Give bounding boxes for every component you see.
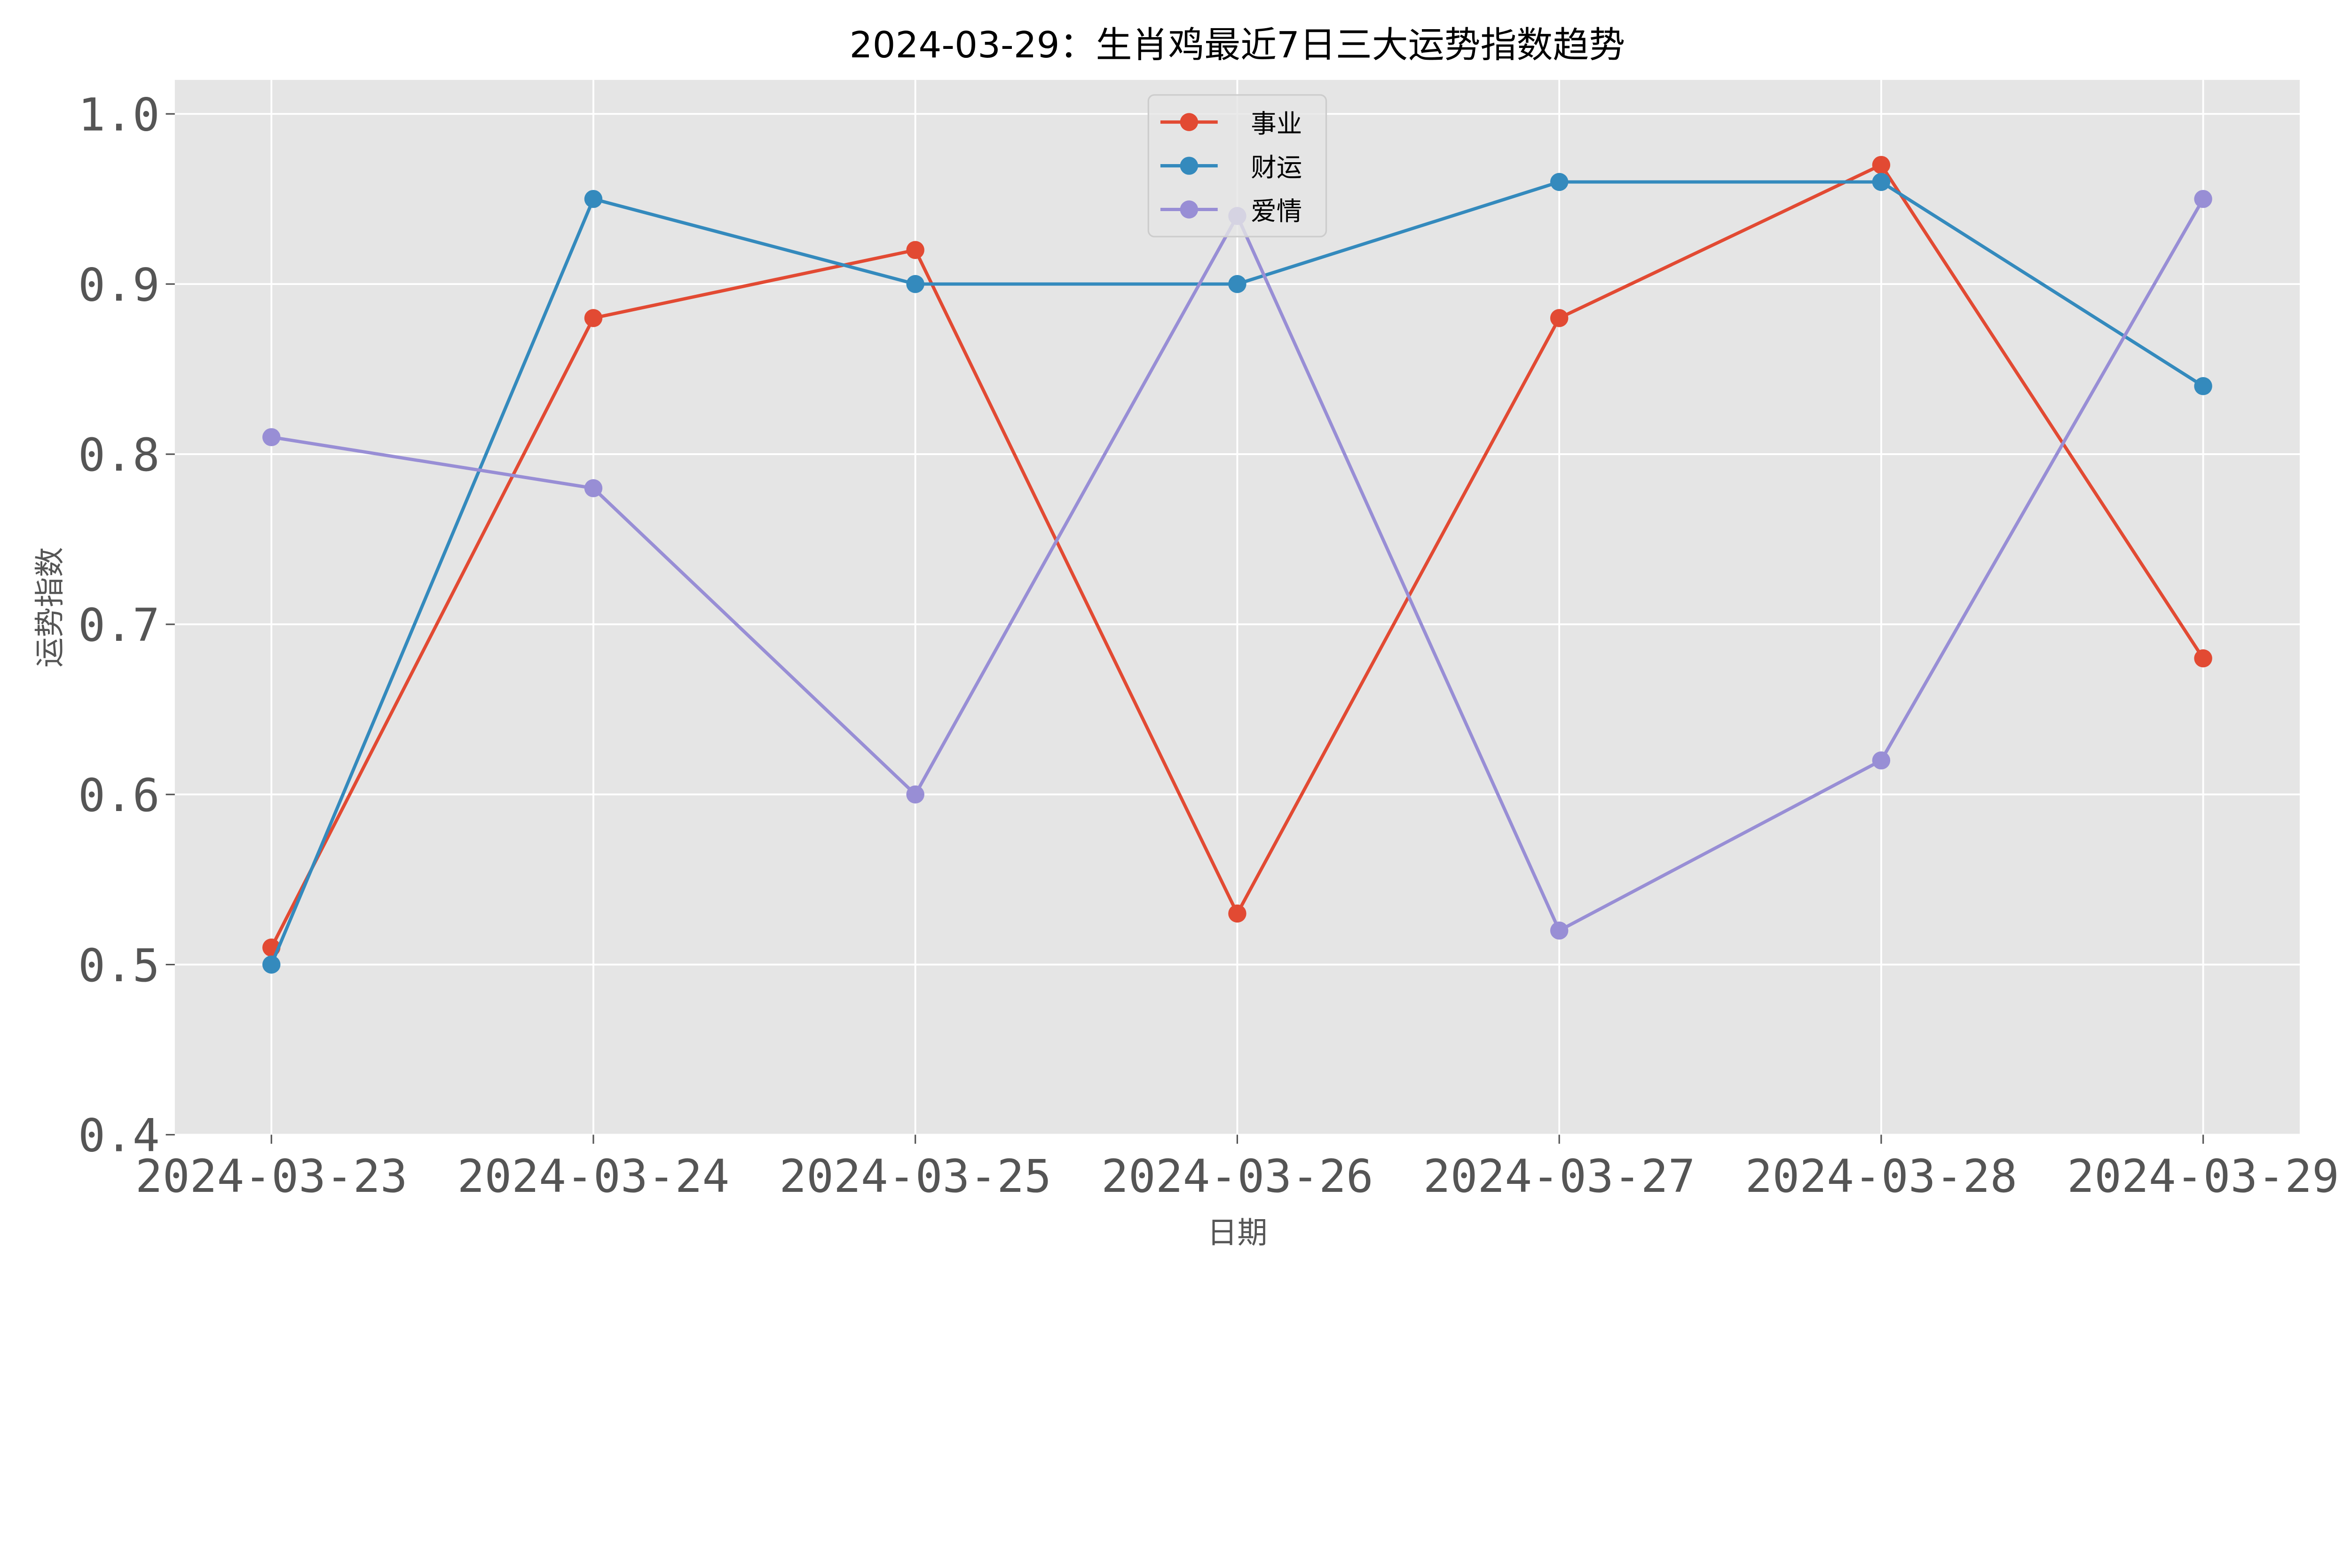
legend-frame — [1147, 94, 1327, 237]
x-tick-label: 2024-03-29 — [2067, 1150, 2339, 1203]
data-point-爱情 — [584, 479, 603, 497]
chart-title: 2024-03-29：生肖鸡最近7日三大运势指数趋势 — [850, 24, 1625, 66]
data-point-事业 — [1228, 904, 1247, 923]
y-tick-label: 0.7 — [78, 599, 160, 652]
legend-marker-事业 — [1180, 113, 1199, 131]
line-chart: 0.4 0.5 0.6 0.7 0.8 0.9 1.0 2024-03-23 2024-03-2… — [33, 24, 2339, 1251]
x-tick-label: 2024-03-24 — [458, 1150, 730, 1203]
data-point-财运 — [1228, 275, 1247, 293]
y-tick-label: 0.8 — [78, 429, 160, 481]
data-point-爱情 — [1550, 921, 1569, 940]
data-point-财运 — [2194, 377, 2212, 395]
ticks: 0.4 0.5 0.6 0.7 0.8 0.9 1.0 2024-03-23 2024-03-2… — [78, 89, 2339, 1203]
x-axis-label: 日期 — [1207, 1216, 1267, 1251]
x-tick-label: 2024-03-25 — [779, 1150, 1051, 1203]
legend-marker-爱情 — [1180, 200, 1199, 219]
data-point-事业 — [2194, 649, 2212, 668]
y-tick-label: 0.5 — [78, 939, 160, 992]
x-tick-label: 2024-03-23 — [135, 1150, 408, 1203]
data-point-事业 — [584, 309, 603, 327]
data-point-财运 — [1872, 173, 1891, 191]
legend-label: 财运 — [1251, 152, 1302, 182]
data-point-爱情 — [2194, 189, 2212, 208]
x-tick-label: 2024-03-27 — [1423, 1150, 1696, 1203]
y-tick-label: 0.4 — [78, 1110, 160, 1162]
x-tick-label: 2024-03-28 — [1745, 1150, 2017, 1203]
data-point-爱情 — [262, 428, 281, 447]
y-axis-label: 运势指数 — [33, 547, 68, 667]
legend-label: 爱情 — [1251, 196, 1302, 226]
data-point-财运 — [906, 275, 924, 293]
data-point-事业 — [906, 241, 924, 259]
y-tick-label: 1.0 — [78, 89, 160, 142]
legend-marker-财运 — [1180, 157, 1199, 175]
x-tick-label: 2024-03-26 — [1101, 1150, 1373, 1203]
y-tick-label: 0.6 — [78, 769, 160, 822]
data-point-事业 — [1872, 156, 1891, 174]
y-tick-label: 0.9 — [78, 259, 160, 311]
data-point-财运 — [584, 189, 603, 208]
data-point-事业 — [1550, 309, 1569, 327]
data-point-爱情 — [1872, 751, 1891, 770]
grid — [174, 79, 2300, 1136]
data-point-财运 — [262, 955, 281, 974]
data-point-财运 — [1550, 173, 1569, 191]
legend-label: 事业 — [1251, 109, 1302, 139]
data-point-爱情 — [906, 785, 924, 804]
